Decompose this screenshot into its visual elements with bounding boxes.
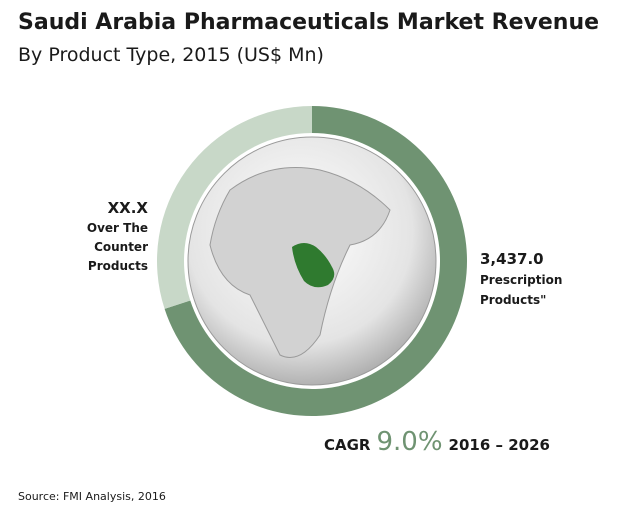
source: Source: FMI Analysis, 2016 [18,490,166,503]
category-label: Over The Counter Products [86,221,148,273]
cagr: CAGR 9.0% 2016 – 2026 [324,427,550,457]
cagr-label: CAGR [324,436,371,454]
value-label: 3,437.0 [480,250,544,268]
chart-title: Saudi Arabia Pharmaceuticals Market Reve… [18,10,600,35]
saudi-arabia [292,243,335,288]
donut-segment [157,106,312,309]
chart-subtitle: By Product Type, 2015 (US$ Mn) [18,44,324,66]
cagr-period: 2016 – 2026 [448,436,550,454]
cagr-value: 9.0% [376,427,443,457]
value-label: XX.X [107,199,148,217]
category-label: Prescription Products" [480,273,563,307]
